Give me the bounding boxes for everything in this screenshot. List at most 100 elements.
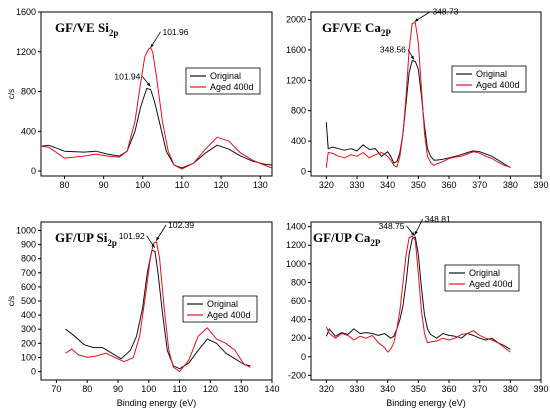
y-tick-label: 500 xyxy=(21,296,36,306)
y-tick-label: 300 xyxy=(21,324,36,334)
x-tick-label: 350 xyxy=(411,384,426,394)
series-line-original xyxy=(325,236,511,350)
chart-title: GF/UP Ca2P xyxy=(313,230,381,248)
series-line-original xyxy=(65,249,251,370)
y-tick-label: 1200 xyxy=(286,240,306,250)
x-tick-label: 360 xyxy=(441,180,456,190)
chart-title: GF/UP Si2p xyxy=(55,230,117,248)
series-line-aged-400d xyxy=(65,241,251,372)
y-tick-label: 0 xyxy=(31,367,36,377)
peak-annotation-label: 348.75 xyxy=(379,221,405,231)
x-tick-label: 390 xyxy=(533,180,548,190)
legend-box xyxy=(451,65,527,93)
x-tick-label: 90 xyxy=(113,384,123,394)
chart-title-subscript: 2p xyxy=(107,238,117,248)
legend-box xyxy=(185,67,261,95)
y-tick-label: 200 xyxy=(291,333,306,343)
annotation-arrowhead xyxy=(146,82,151,87)
x-tick-label: 340 xyxy=(380,384,395,394)
x-tick-label: 100 xyxy=(135,180,150,190)
x-tick-label: 140 xyxy=(264,384,279,394)
x-tick-label: 330 xyxy=(349,180,364,190)
x-tick-label: 80 xyxy=(82,384,92,394)
annotation-arrowhead xyxy=(151,243,155,248)
y-tick-label: 800 xyxy=(21,254,36,264)
x-tick-label: 320 xyxy=(319,180,334,190)
x-tick-label: 340 xyxy=(380,180,395,190)
legend-box xyxy=(444,264,520,292)
y-tick-label: 800 xyxy=(21,87,36,97)
chart-title-main: GF/UP Ca xyxy=(313,230,371,245)
x-tick-label: 120 xyxy=(203,384,218,394)
annotation-arrowhead xyxy=(410,55,414,60)
annotation-arrowhead xyxy=(414,18,419,22)
y-tick-label: 400 xyxy=(21,126,36,136)
x-tick-label: 70 xyxy=(51,384,61,394)
chart-panel-3: 70 80 90 100 110 120 130 140 0 100 200 300 400 500 600… xyxy=(7,220,280,408)
legend-label: Aged 400d xyxy=(476,80,520,90)
y-tick-label: 0 xyxy=(301,352,306,362)
x-tick-label: 380 xyxy=(503,180,518,190)
y-tick-label: 400 xyxy=(291,315,306,325)
y-tick-label: 1200 xyxy=(16,47,36,57)
x-tick-label: 130 xyxy=(234,384,249,394)
chart-title: GF/VE Ca2P xyxy=(322,20,391,38)
chart-title-main: GF/VE Si xyxy=(55,20,109,35)
plot-frame xyxy=(310,221,542,381)
chart-title-subscript: 2P xyxy=(381,28,392,38)
y-tick-label: 100 xyxy=(21,352,36,362)
peak-annotation-label: 348.56 xyxy=(380,45,406,55)
peak-annotation-label: 348.73 xyxy=(432,7,458,17)
chart-panel-2: 320 330 340 350 360 370 380 390 0 400 800 1200 1600 2… xyxy=(286,7,549,190)
y-tick-label: -200 xyxy=(288,370,306,380)
x-tick-label: 110 xyxy=(172,384,186,394)
x-tick-label: 350 xyxy=(411,180,426,190)
peak-annotation-label: 101.94 xyxy=(114,72,140,82)
legend-label: Aged 400d xyxy=(210,82,254,92)
y-tick-label: 200 xyxy=(21,338,36,348)
peak-annotation-label: 102.39 xyxy=(168,220,194,230)
x-tick-label: 80 xyxy=(59,180,69,190)
y-tick-label: 0 xyxy=(301,166,306,176)
y-tick-label: 1200 xyxy=(286,75,306,85)
y-tick-label: 800 xyxy=(291,277,306,287)
x-tick-label: 120 xyxy=(214,180,229,190)
y-tick-label: 1000 xyxy=(16,225,36,235)
y-tick-label: 800 xyxy=(291,106,306,116)
chart-title-main: GF/UP Si xyxy=(55,230,108,245)
x-tick-label: 130 xyxy=(253,180,268,190)
y-tick-label: 2000 xyxy=(286,15,306,25)
series-line-original xyxy=(41,88,272,169)
chart-title-subscript: 2p xyxy=(109,28,119,38)
y-tick-label: 1600 xyxy=(16,7,36,17)
x-tick-label: 330 xyxy=(349,384,364,394)
chart-title-main: GF/VE Ca xyxy=(322,20,381,35)
series-line-original xyxy=(325,60,511,169)
y-axis-label: c/s xyxy=(7,296,16,306)
series-line-aged-400d xyxy=(325,22,511,168)
legend-label: Aged 400d xyxy=(469,279,513,289)
x-tick-label: 320 xyxy=(319,384,334,394)
legend-label: Original xyxy=(469,268,500,278)
annotation-arrowhead xyxy=(410,232,415,236)
peak-annotation-label: 101.96 xyxy=(162,27,188,37)
chart-panel-1: 80 90 100 110 120 130 0 400 800 1200 1600 c/s GF/VE … xyxy=(7,7,273,190)
y-tick-label: 400 xyxy=(21,310,36,320)
chart-title-subscript: 2P xyxy=(370,238,381,248)
annotation-arrowhead xyxy=(414,230,418,235)
peak-annotation-label: 101.92 xyxy=(119,231,145,241)
y-tick-label: 900 xyxy=(21,240,36,250)
x-tick-label: 110 xyxy=(175,180,189,190)
y-tick-label: 1600 xyxy=(286,45,306,55)
series-line-aged-400d xyxy=(41,47,272,170)
y-tick-label: 600 xyxy=(21,282,36,292)
x-tick-label: 370 xyxy=(472,384,487,394)
legend-label: Aged 400d xyxy=(207,310,251,320)
x-tick-label: 360 xyxy=(441,384,456,394)
legend-label: Original xyxy=(476,69,507,79)
